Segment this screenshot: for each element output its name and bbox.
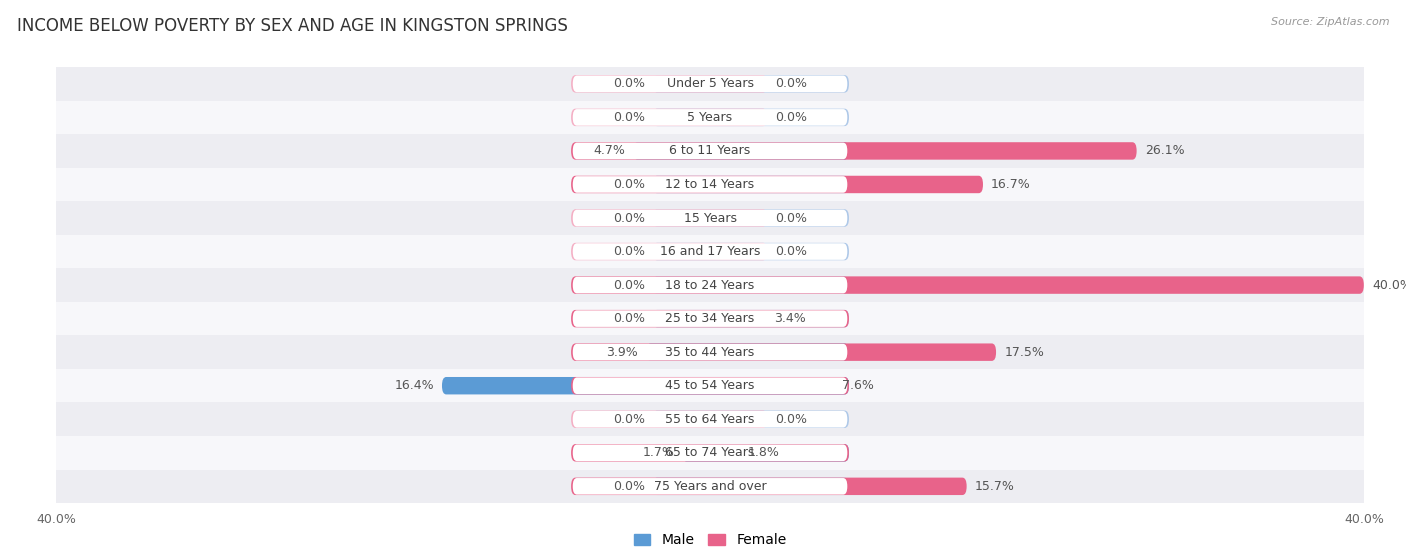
Text: 0.0%: 0.0% (613, 111, 644, 124)
FancyBboxPatch shape (572, 109, 848, 126)
Bar (56, 134, 1364, 168)
FancyBboxPatch shape (652, 176, 849, 193)
FancyBboxPatch shape (571, 377, 849, 395)
FancyBboxPatch shape (652, 310, 849, 328)
FancyBboxPatch shape (571, 276, 1364, 294)
FancyBboxPatch shape (572, 143, 848, 159)
Text: 12 to 14 Years: 12 to 14 Years (665, 178, 755, 191)
Text: Under 5 Years: Under 5 Years (666, 77, 754, 91)
Text: 0.0%: 0.0% (613, 211, 644, 225)
FancyBboxPatch shape (633, 142, 849, 160)
FancyBboxPatch shape (572, 310, 848, 327)
Text: 0.0%: 0.0% (613, 413, 644, 426)
Bar (56, 335, 1364, 369)
Text: 15.7%: 15.7% (974, 480, 1015, 493)
Text: 6 to 11 Years: 6 to 11 Years (669, 144, 751, 158)
Text: Source: ZipAtlas.com: Source: ZipAtlas.com (1271, 17, 1389, 27)
FancyBboxPatch shape (652, 477, 849, 495)
FancyBboxPatch shape (572, 75, 848, 92)
Text: 1.8%: 1.8% (748, 446, 779, 459)
Text: 0.0%: 0.0% (776, 245, 807, 258)
Text: 0.0%: 0.0% (776, 111, 807, 124)
FancyBboxPatch shape (571, 343, 995, 361)
Text: 35 to 44 Years: 35 to 44 Years (665, 345, 755, 359)
Text: 45 to 54 Years: 45 to 54 Years (665, 379, 755, 392)
FancyBboxPatch shape (652, 75, 849, 93)
Text: 5 Years: 5 Years (688, 111, 733, 124)
Bar (56, 168, 1364, 201)
Bar (56, 101, 1364, 134)
FancyBboxPatch shape (441, 377, 849, 395)
Legend: Male, Female: Male, Female (628, 528, 792, 553)
Text: 65 to 74 Years: 65 to 74 Years (665, 446, 755, 459)
Text: 3.9%: 3.9% (606, 345, 638, 359)
Bar (56, 302, 1364, 335)
Text: 16.4%: 16.4% (394, 379, 434, 392)
FancyBboxPatch shape (571, 176, 983, 193)
Text: 26.1%: 26.1% (1144, 144, 1184, 158)
FancyBboxPatch shape (652, 209, 849, 227)
FancyBboxPatch shape (572, 176, 848, 193)
Text: 0.0%: 0.0% (613, 245, 644, 258)
Bar (56, 402, 1364, 436)
Bar (56, 268, 1364, 302)
Bar (56, 201, 1364, 235)
Text: 16 and 17 Years: 16 and 17 Years (659, 245, 761, 258)
FancyBboxPatch shape (652, 243, 849, 260)
Bar (56, 235, 1364, 268)
Text: 1.7%: 1.7% (643, 446, 673, 459)
Text: 0.0%: 0.0% (613, 480, 644, 493)
Text: 0.0%: 0.0% (613, 178, 644, 191)
FancyBboxPatch shape (652, 276, 849, 294)
Text: INCOME BELOW POVERTY BY SEX AND AGE IN KINGSTON SPRINGS: INCOME BELOW POVERTY BY SEX AND AGE IN K… (17, 17, 568, 35)
FancyBboxPatch shape (571, 444, 849, 462)
Bar (56, 67, 1364, 101)
Bar (56, 470, 1364, 503)
FancyBboxPatch shape (572, 243, 848, 260)
FancyBboxPatch shape (571, 75, 768, 93)
Bar (56, 436, 1364, 470)
FancyBboxPatch shape (571, 477, 967, 495)
Text: 25 to 34 Years: 25 to 34 Years (665, 312, 755, 325)
FancyBboxPatch shape (571, 410, 768, 428)
FancyBboxPatch shape (647, 343, 849, 361)
Text: 15 Years: 15 Years (683, 211, 737, 225)
FancyBboxPatch shape (571, 243, 768, 260)
Text: 0.0%: 0.0% (613, 278, 644, 292)
FancyBboxPatch shape (572, 478, 848, 495)
FancyBboxPatch shape (572, 344, 848, 361)
Text: 0.0%: 0.0% (776, 413, 807, 426)
FancyBboxPatch shape (571, 108, 768, 126)
Text: 0.0%: 0.0% (776, 77, 807, 91)
FancyBboxPatch shape (682, 444, 849, 462)
FancyBboxPatch shape (572, 377, 848, 394)
Text: 55 to 64 Years: 55 to 64 Years (665, 413, 755, 426)
Text: 3.4%: 3.4% (773, 312, 806, 325)
Text: 0.0%: 0.0% (776, 211, 807, 225)
Bar (56, 369, 1364, 402)
FancyBboxPatch shape (652, 108, 849, 126)
FancyBboxPatch shape (571, 310, 849, 328)
FancyBboxPatch shape (572, 411, 848, 428)
Text: 0.0%: 0.0% (613, 312, 644, 325)
Text: 40.0%: 40.0% (1372, 278, 1406, 292)
Text: 0.0%: 0.0% (613, 77, 644, 91)
FancyBboxPatch shape (572, 210, 848, 226)
FancyBboxPatch shape (572, 277, 848, 293)
Text: 4.7%: 4.7% (593, 144, 626, 158)
Text: 7.6%: 7.6% (842, 379, 875, 392)
Text: 18 to 24 Years: 18 to 24 Years (665, 278, 755, 292)
Text: 17.5%: 17.5% (1004, 345, 1045, 359)
FancyBboxPatch shape (571, 142, 1136, 160)
Text: 16.7%: 16.7% (991, 178, 1031, 191)
Text: 75 Years and over: 75 Years and over (654, 480, 766, 493)
FancyBboxPatch shape (572, 444, 848, 461)
FancyBboxPatch shape (652, 410, 849, 428)
FancyBboxPatch shape (571, 209, 768, 227)
